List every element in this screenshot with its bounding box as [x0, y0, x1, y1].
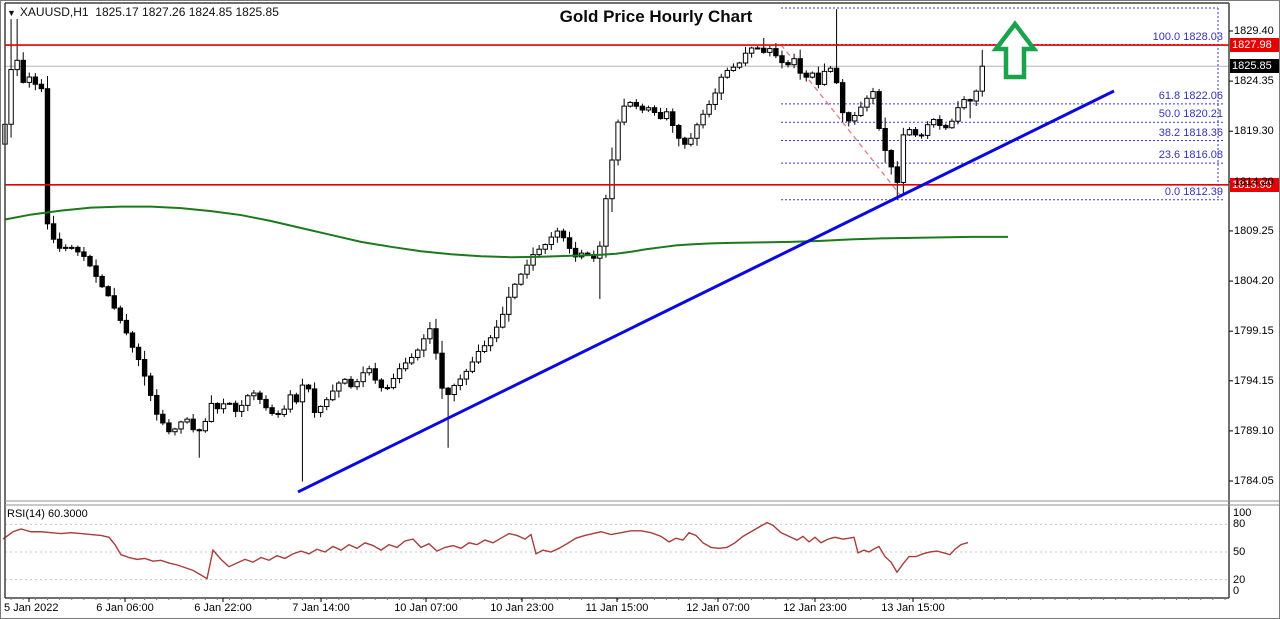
rsi-scale-label: 0 [1233, 585, 1240, 597]
price-badge-resistance: 1827.98 [1230, 38, 1279, 53]
candlestick-series [2, 9, 985, 482]
rsi-indicator-label: RSI(14) 60.3000 [7, 508, 88, 520]
time-axis-label: 12 Jan 07:00 [686, 602, 750, 614]
fib-level-label: 50.0 1820.21 [1158, 108, 1223, 121]
fib-level-label: 23.6 1816.08 [1158, 149, 1223, 162]
price-axis-label: 1789.10 [1234, 424, 1274, 437]
up-arrow-icon [991, 20, 1039, 80]
page-title: Gold Price Hourly Chart [559, 7, 753, 26]
ohlc-high: 1827.26 [142, 5, 186, 19]
price-axis-label: 1794.15 [1234, 374, 1274, 387]
support-trendline [297, 89, 1115, 494]
price-axis-label: 1824.35 [1234, 75, 1274, 88]
symbol-bar[interactable]: ▼ XAUUSD,H1 1825.17 1827.26 1824.85 1825.… [7, 6, 279, 20]
price-axis-label: 1814.20 [1234, 175, 1274, 188]
rsi-line [2, 521, 969, 580]
fib-level-label: 0.0 1812.39 [1164, 185, 1223, 198]
fib-level-label: 61.8 1822.06 [1158, 89, 1223, 102]
fib-level-label: 100.0 1828.03 [1152, 30, 1223, 43]
chevron-down-icon[interactable]: ▼ [7, 8, 16, 18]
ohlc-low: 1824.85 [188, 5, 233, 19]
price-axis-label: 1804.20 [1234, 275, 1274, 288]
price-axis-label: 1784.05 [1234, 474, 1274, 487]
ohlc-open: 1825.17 [95, 5, 139, 19]
time-axis-label: 6 Jan 22:00 [194, 602, 252, 614]
time-axis-label: 13 Jan 15:00 [881, 602, 945, 614]
time-axis-label: 10 Jan 07:00 [394, 602, 458, 614]
price-badge-support: 1813.90 [1230, 177, 1279, 192]
time-axis-label: 11 Jan 15:00 [585, 602, 649, 614]
price-axis-label: 1809.25 [1234, 224, 1274, 237]
time-axis-label: 6 Jan 06:00 [96, 602, 154, 614]
price-axis-label: 1829.40 [1234, 25, 1274, 37]
moving-average-line [4, 205, 1008, 259]
ohlc-close: 1825.85 [235, 5, 279, 19]
symbol-name: XAUUSD,H1 [19, 5, 89, 19]
time-axis-label: 10 Jan 23:00 [490, 602, 554, 614]
rsi-scale-label: 100 [1233, 507, 1252, 519]
price-axis-label: 1799.15 [1234, 325, 1274, 338]
rsi-scale-label: 80 [1233, 518, 1246, 531]
price-badge-current: 1825.85 [1230, 59, 1279, 74]
time-axis-label: 5 Jan 2022 [4, 602, 59, 614]
time-axis-label: 12 Jan 23:00 [783, 602, 847, 614]
rsi-scale-label: 50 [1233, 546, 1246, 558]
time-axis-label: 7 Jan 14:00 [292, 602, 350, 614]
fib-level-label: 38.2 1818.36 [1158, 126, 1223, 139]
price-axis-label: 1819.30 [1234, 125, 1274, 138]
rsi-scale-label: 20 [1233, 573, 1246, 586]
